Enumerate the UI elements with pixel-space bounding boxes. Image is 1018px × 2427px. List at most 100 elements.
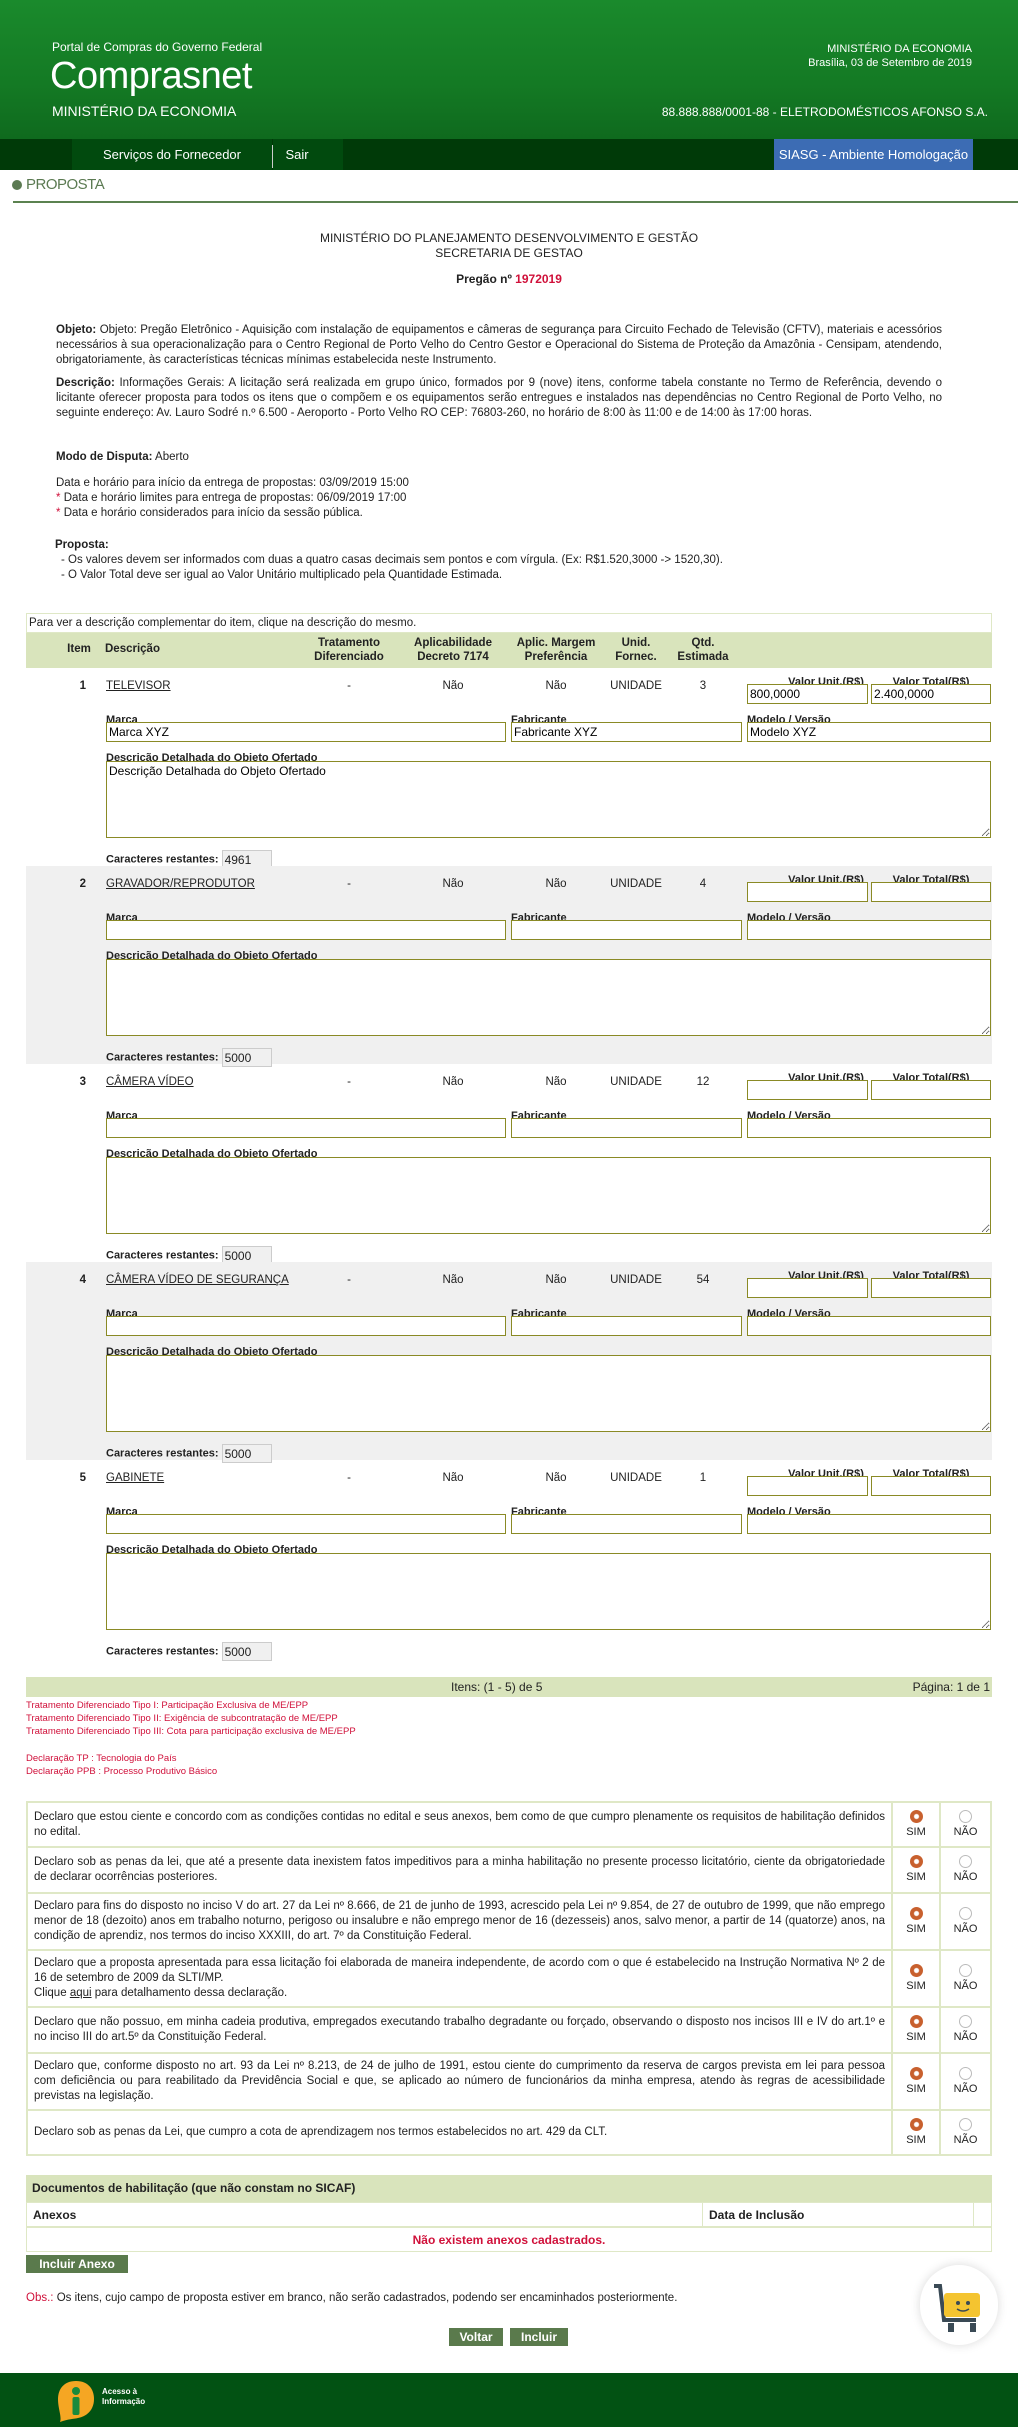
valor-total-input[interactable] — [871, 1080, 991, 1100]
org-line2: SECRETARIA DE GESTAO — [435, 246, 583, 260]
valor-unit-input[interactable] — [747, 684, 868, 704]
item-aplicabilidade: Não — [442, 1076, 464, 1088]
link-post: para detalhamento dessa declaração. — [94, 1987, 288, 1999]
brand-logo[interactable]: Comprasnet — [50, 55, 252, 97]
item-description-link[interactable]: GRAVADOR/REPRODUTOR — [106, 878, 255, 890]
asterisk: * — [56, 507, 61, 519]
valor-total-input[interactable] — [871, 882, 991, 902]
col-data-inclusao: Data de Inclusão — [702, 2203, 804, 2227]
declaration-text-cell: Declaro que a proposta apresentada para … — [26, 1949, 893, 2008]
declaration-sim-cell: SIM — [891, 2109, 941, 2156]
declaration-row: Declaro para fins do disposto no inciso … — [26, 1892, 992, 1951]
item-description-link[interactable]: CÂMERA VÍDEO — [106, 1076, 194, 1088]
sim-radio[interactable] — [909, 2015, 923, 2028]
valor-total-input[interactable] — [871, 684, 991, 704]
item-description-link[interactable]: CÂMERA VÍDEO DE SEGURANÇA — [106, 1274, 289, 1286]
item-row: 4 CÂMERA VÍDEO DE SEGURANÇA - Não Não UN… — [26, 1262, 992, 1463]
marca-input[interactable] — [106, 722, 506, 742]
valor-total-input[interactable] — [871, 1278, 991, 1298]
data-limite-line: * Data e horário limites para entrega de… — [56, 491, 942, 506]
valor-total-input[interactable] — [871, 1476, 991, 1496]
nao-radio[interactable] — [959, 1809, 972, 1823]
marca-input[interactable] — [106, 1316, 506, 1336]
declaration-nao-cell: NÃO — [939, 1892, 992, 1951]
caracteres-restantes: Caracteres restantes: 5000 — [106, 1642, 272, 1661]
descricao-detalhada-textarea[interactable] — [106, 1355, 991, 1432]
valor-unit-input[interactable] — [747, 1080, 868, 1100]
nao-radio[interactable] — [959, 1906, 972, 1920]
modelo-input[interactable] — [747, 1316, 991, 1336]
nao-radio[interactable] — [959, 2117, 972, 2131]
fabricante-input[interactable] — [511, 1514, 742, 1534]
nav-divider — [272, 145, 273, 168]
asterisk: * — [56, 492, 61, 504]
valor-unit-input[interactable] — [747, 1476, 868, 1496]
items-table-header: Item Descrição Tratamento Diferenciado A… — [26, 633, 992, 668]
incluir-anexo-button[interactable]: Incluir Anexo — [26, 2255, 128, 2273]
item-description-link[interactable]: GABINETE — [106, 1472, 165, 1484]
obs-label: Obs.: — [26, 2292, 54, 2304]
item-row: 1 TELEVISOR - Não Não UNIDADE 3 Valor Un… — [26, 668, 992, 869]
item-row: 3 CÂMERA VÍDEO - Não Não UNIDADE 12 Valo… — [26, 1064, 992, 1265]
nao-radio[interactable] — [959, 2015, 972, 2028]
descricao-detalhada-textarea[interactable] — [106, 959, 991, 1036]
nav-servicos-fornecedor[interactable]: Serviços do Fornecedor — [72, 139, 272, 170]
incluir-button[interactable]: Incluir — [510, 2328, 568, 2346]
item-qtd: 1 — [699, 1472, 707, 1484]
sim-radio[interactable] — [909, 2117, 923, 2131]
fabricante-input[interactable] — [511, 1316, 742, 1336]
declaration-nao-cell: NÃO — [939, 1846, 992, 1894]
sim-radio[interactable] — [909, 1809, 923, 1823]
legend-item: Tratamento Diferenciado Tipo III: Cota p… — [26, 1726, 356, 1737]
sim-radio[interactable] — [909, 1963, 923, 1977]
declaration-sim-cell: SIM — [891, 2052, 941, 2111]
modelo-input[interactable] — [747, 722, 991, 742]
data-limite: Data e horário limites para entrega de p… — [63, 492, 407, 504]
descricao-label: Descrição: — [56, 377, 115, 389]
item-margem: Não — [545, 1076, 567, 1088]
right-ministry: MINISTÉRIO DA ECONOMIA — [827, 43, 972, 55]
marca-input[interactable] — [106, 920, 506, 940]
sim-radio[interactable] — [909, 1855, 923, 1868]
nao-radio[interactable] — [959, 1855, 972, 1868]
marca-input[interactable] — [106, 1514, 506, 1534]
modelo-input[interactable] — [747, 1514, 991, 1534]
sim-label: SIM — [906, 1922, 926, 1935]
item-description-link[interactable]: TELEVISOR — [106, 680, 171, 692]
info-icon — [58, 2381, 94, 2422]
environment-badge: SIASG - Ambiente Homologação — [774, 139, 973, 170]
fabricante-input[interactable] — [511, 920, 742, 940]
cart-floating-button[interactable] — [920, 2265, 998, 2345]
proposta-rules: Proposta: - Os valores devem ser informa… — [55, 538, 941, 583]
descricao-detalhada-textarea[interactable] — [106, 1157, 991, 1234]
nao-radio[interactable] — [959, 2066, 972, 2080]
acesso-informacao-logo[interactable]: Acesso à Informação — [54, 2379, 145, 2426]
valor-unit-input[interactable] — [747, 882, 868, 902]
modelo-input[interactable] — [747, 1118, 991, 1138]
declaration-detail-link[interactable]: aqui — [69, 1987, 92, 1999]
modelo-input[interactable] — [747, 920, 991, 940]
marca-input[interactable] — [106, 1118, 506, 1138]
declaration-row: Declaro sob as penas da Lei, que cumpro … — [26, 2109, 992, 2156]
valor-unit-input[interactable] — [747, 1278, 868, 1298]
item-unid: UNIDADE — [610, 1076, 662, 1088]
item-unid: UNIDADE — [610, 1274, 662, 1286]
item-margem: Não — [545, 680, 567, 692]
sim-radio[interactable] — [909, 1906, 923, 1920]
pregao-number: 1972019 — [515, 272, 562, 286]
nav-sair[interactable]: Sair — [273, 139, 343, 170]
sim-radio[interactable] — [909, 2066, 923, 2080]
header-aplicabilidade: Aplicabilidade Decreto 7174 — [414, 637, 492, 663]
obs-text: Os itens, cujo campo de proposta estiver… — [56, 2292, 678, 2304]
legend-declaracoes: Declaração TP : Tecnologia do País Decla… — [26, 1752, 217, 1778]
header-descricao: Descrição — [105, 643, 160, 655]
fabricante-input[interactable] — [511, 1118, 742, 1138]
descricao-text: Informações Gerais: A licitação será rea… — [56, 377, 942, 419]
voltar-button[interactable]: Voltar — [449, 2328, 503, 2346]
items-table: Para ver a descrição complementar do ite… — [26, 613, 992, 1661]
top-nav: Serviços do Fornecedor Sair SIASG - Ambi… — [0, 139, 1018, 170]
fabricante-input[interactable] — [511, 722, 742, 742]
descricao-detalhada-textarea[interactable] — [106, 1553, 991, 1630]
nao-radio[interactable] — [959, 1963, 972, 1977]
descricao-detalhada-textarea[interactable]: Descrição Detalhada do Objeto Ofertado — [106, 761, 991, 838]
